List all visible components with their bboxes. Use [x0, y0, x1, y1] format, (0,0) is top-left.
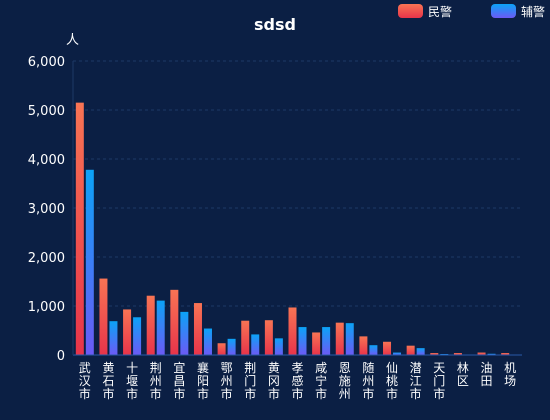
bar-series1[interactable]	[312, 332, 321, 355]
y-axis-ticks: 0 1,000 2,000 3,000 4,000 5,000 6,000	[28, 55, 65, 364]
bar-series1[interactable]	[193, 303, 202, 355]
x-tick-label: 宜昌市	[173, 360, 185, 401]
x-tick-label: 恩施州	[339, 361, 351, 401]
legend-swatch	[491, 4, 516, 18]
bar-series1[interactable]	[75, 102, 84, 356]
bar-series1[interactable]	[430, 353, 439, 355]
bar-series1[interactable]	[383, 341, 392, 355]
bar-series1[interactable]	[264, 320, 273, 355]
bar-series1[interactable]	[501, 353, 510, 355]
bar-series2[interactable]	[251, 334, 260, 355]
bar-series1[interactable]	[217, 343, 226, 355]
bar-series2[interactable]	[274, 338, 283, 355]
x-tick-label: 机场	[504, 361, 516, 388]
bar-series2[interactable]	[416, 348, 425, 355]
bar-series1[interactable]	[170, 289, 179, 355]
x-tick-label: 黄石市	[102, 361, 114, 401]
bar-series1[interactable]	[477, 352, 486, 355]
bars	[75, 102, 520, 356]
x-tick-label: 襄阳市	[197, 360, 209, 401]
bar-series2[interactable]	[322, 327, 331, 355]
x-tick-label: 鄂州市	[221, 361, 233, 401]
x-tick-label: 油田	[481, 361, 493, 388]
x-tick-label: 咸宁市	[315, 361, 327, 401]
chart-title: sdsd	[254, 15, 296, 34]
legend-item[interactable]: 民警	[398, 4, 452, 19]
bar-series2[interactable]	[109, 321, 118, 355]
bar-series2[interactable]	[180, 311, 189, 355]
x-tick-label: 孝感市	[291, 361, 303, 401]
bar-series1[interactable]	[359, 336, 368, 355]
x-tick-label: 潜江市	[410, 361, 422, 401]
x-tick-label: 武汉市	[79, 361, 91, 401]
bar-series1[interactable]	[99, 278, 108, 355]
y-axis-unit: 人	[66, 33, 79, 48]
bar-series1[interactable]	[335, 322, 344, 355]
x-tick-label: 黄冈市	[268, 361, 280, 401]
bar-series2[interactable]	[345, 323, 354, 355]
y-tick-label: 2,000	[28, 251, 65, 266]
x-tick-label: 林区	[457, 361, 469, 388]
bar-series2[interactable]	[298, 327, 307, 355]
x-tick-label: 仙桃市	[386, 361, 398, 401]
y-tick-label: 1,000	[28, 300, 65, 315]
legend-label: 辅警	[521, 4, 545, 19]
bar-series2[interactable]	[133, 317, 142, 355]
bar-series1[interactable]	[146, 295, 155, 355]
legend-item[interactable]: 辅警	[491, 4, 545, 19]
bar-series1[interactable]	[241, 320, 250, 355]
y-tick-label: 5,000	[28, 104, 65, 119]
legend-label: 民警	[428, 4, 452, 19]
gridlines	[73, 60, 522, 307]
bar-series2[interactable]	[487, 353, 496, 355]
bar-series2[interactable]	[85, 169, 94, 355]
bar-series2[interactable]	[203, 328, 212, 355]
x-tick-label: 随州市	[362, 360, 374, 401]
x-tick-label: 荆门市	[244, 361, 256, 401]
bar-series2[interactable]	[156, 300, 165, 355]
bar-series1[interactable]	[288, 307, 297, 355]
x-axis-ticks: 武汉市黄石市十堰市荆州市宜昌市襄阳市鄂州市荆门市黄冈市孝感市咸宁市恩施州随州市仙…	[79, 360, 516, 401]
bar-series2[interactable]	[369, 345, 378, 355]
bar-series1[interactable]	[123, 309, 132, 355]
x-tick-label: 荆州市	[150, 361, 162, 401]
y-tick-label: 6,000	[28, 55, 65, 70]
bar-series1[interactable]	[453, 353, 462, 355]
legend[interactable]: 民警 辅警	[398, 4, 545, 19]
y-tick-label: 0	[57, 349, 65, 364]
x-tick-label: 十堰市	[126, 361, 138, 401]
bar-series1[interactable]	[406, 345, 415, 355]
y-tick-label: 4,000	[28, 153, 65, 168]
bar-series2[interactable]	[227, 338, 236, 355]
x-tick-label: 天门市	[433, 361, 445, 401]
bar-series2[interactable]	[393, 352, 402, 355]
y-tick-label: 3,000	[28, 202, 65, 217]
legend-swatch	[398, 4, 423, 18]
